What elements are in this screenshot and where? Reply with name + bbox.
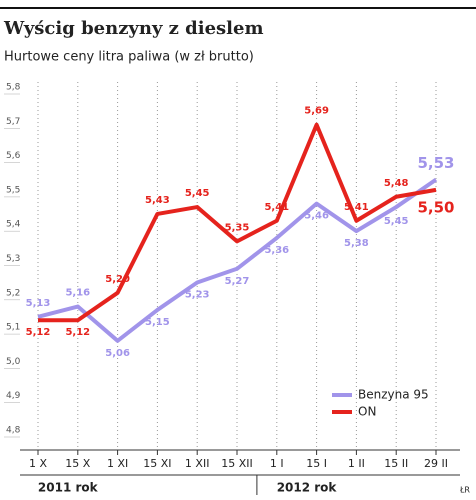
value-label: 5,20 xyxy=(105,274,130,285)
x-tick-label: 15 I xyxy=(306,457,327,470)
series-line xyxy=(38,122,437,323)
value-label: 5,41 xyxy=(264,202,289,213)
y-tick-label: 5,8 xyxy=(6,83,21,93)
value-label: 5,16 xyxy=(65,288,90,299)
x-tick-label: 1 XI xyxy=(107,457,128,470)
chart-title: Wyścig benzyny z dieslem xyxy=(3,18,264,39)
value-label: 5,27 xyxy=(225,276,250,287)
value-label: 5,46 xyxy=(304,211,329,222)
legend-label: Benzyna 95 xyxy=(358,388,429,402)
x-tick-label: 15 II xyxy=(384,457,408,470)
x-tick-label: 1 X xyxy=(29,457,47,470)
x-tick-label: 15 XI xyxy=(143,457,171,470)
value-label: 5,38 xyxy=(344,238,369,249)
series-line xyxy=(37,177,438,343)
value-label: 5,35 xyxy=(225,222,250,233)
y-tick-label: 5,2 xyxy=(6,288,20,298)
x-tick-label: 15 XII xyxy=(221,457,253,470)
value-label: 5,15 xyxy=(145,317,170,328)
value-label: 5,36 xyxy=(264,245,289,256)
y-tick-label: 5,1 xyxy=(6,323,20,333)
y-tick-label: 5,0 xyxy=(6,357,21,367)
value-label: 5,12 xyxy=(65,327,90,338)
credit: ŁR xyxy=(459,486,470,495)
value-label: 5,06 xyxy=(105,348,130,359)
y-tick-label: 4,9 xyxy=(6,391,21,401)
chart-subtitle: Hurtowe ceny litra paliwa (w zł brutto) xyxy=(4,50,254,65)
x-tick-label: 29 II xyxy=(424,457,448,470)
value-label: 5,23 xyxy=(185,290,210,301)
value-label: 5,41 xyxy=(344,202,369,213)
value-label: 5,45 xyxy=(384,216,409,227)
y-tick-label: 5,3 xyxy=(6,254,20,264)
value-label: 5,43 xyxy=(145,195,170,206)
value-label: 5,50 xyxy=(417,198,454,216)
y-tick-label: 5,5 xyxy=(6,185,20,195)
x-tick-label: 15 X xyxy=(65,457,90,470)
y-tick-label: 5,7 xyxy=(6,117,20,127)
value-label: 5,13 xyxy=(26,298,51,309)
value-label: 5,48 xyxy=(384,178,409,189)
value-label: 5,45 xyxy=(185,188,210,199)
y-tick-label: 5,6 xyxy=(6,151,21,161)
y-tick-label: 4,8 xyxy=(6,426,21,436)
value-label: 5,69 xyxy=(304,106,329,117)
x-tick-label: 1 XII xyxy=(185,457,210,470)
legend-label: ON xyxy=(358,405,376,419)
x-tick-label: 1 II xyxy=(348,457,365,470)
value-label: 5,53 xyxy=(417,154,454,172)
value-label: 5,12 xyxy=(26,327,51,338)
y-tick-label: 5,4 xyxy=(6,220,21,230)
x-tick-label: 1 I xyxy=(270,457,284,470)
x-group-label: 2012 rok xyxy=(277,481,338,495)
x-group-label: 2011 rok xyxy=(38,481,99,495)
